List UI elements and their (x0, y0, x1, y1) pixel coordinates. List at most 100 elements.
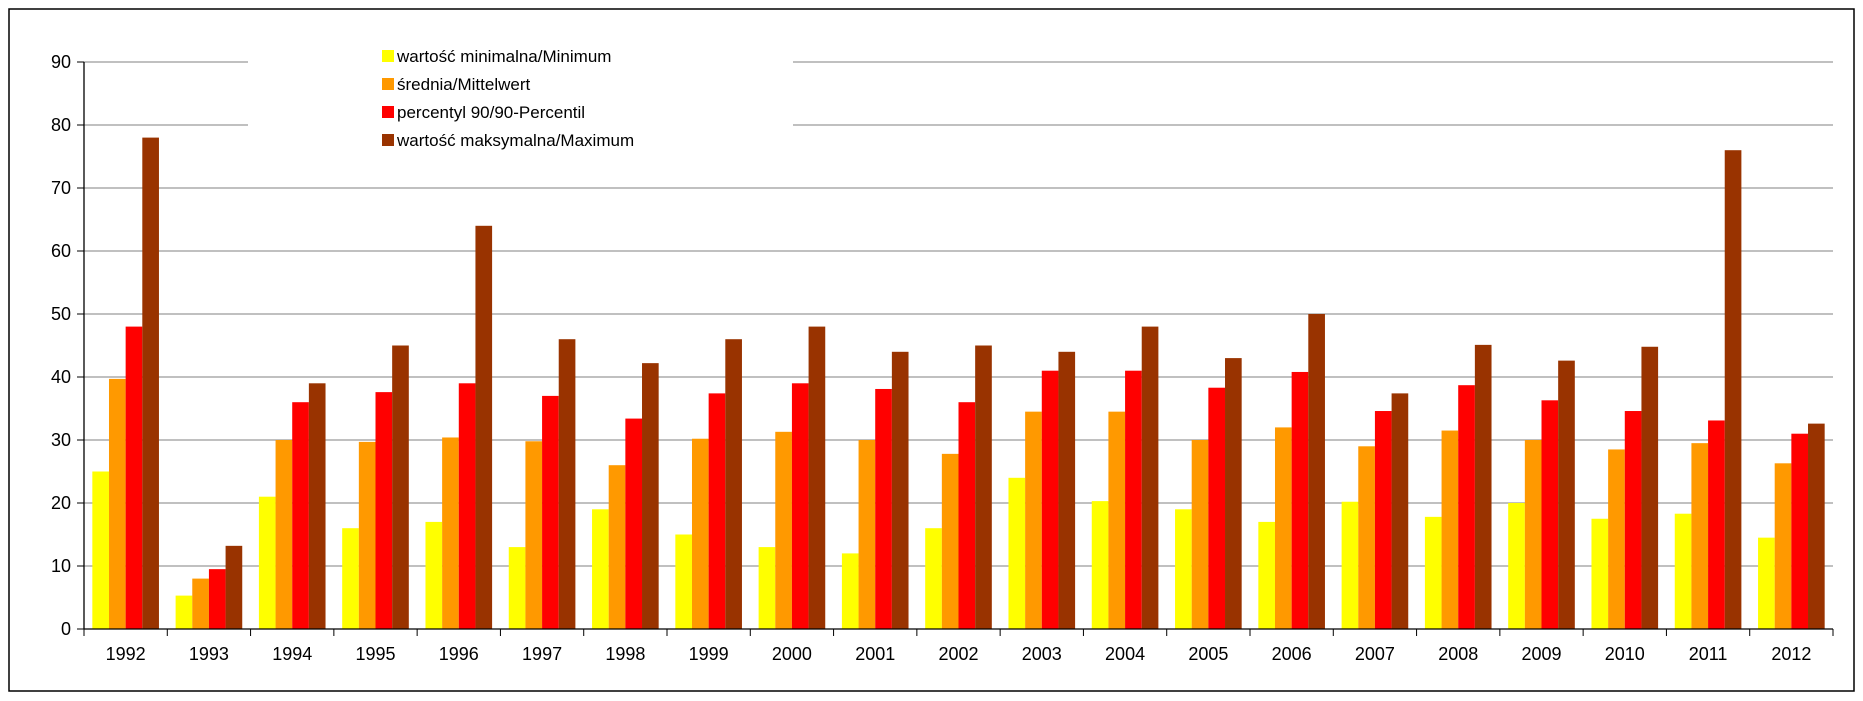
bar-2007-series-1 (1341, 501, 1359, 629)
bar-1994-series-3 (292, 402, 309, 629)
bar-2001-series-3 (875, 388, 892, 629)
bar-1994-series-2 (275, 440, 293, 629)
bar-2008-series-3 (1458, 385, 1475, 629)
x-tick-label: 1992 (106, 644, 146, 664)
bar-2001-series-2 (858, 440, 876, 629)
y-tick-label: 30 (51, 430, 71, 450)
y-tick-label: 20 (51, 493, 71, 513)
bar-2004-series-1 (1091, 501, 1109, 629)
x-tick-label: 1993 (189, 644, 229, 664)
legend: wartość minimalna/Minimum średnia/Mittelw… (248, 40, 793, 160)
bar-1998-series-1 (592, 509, 609, 629)
y-tick-label: 40 (51, 367, 71, 387)
bar-1997-series-4 (558, 339, 576, 629)
y-tick-label: 0 (61, 619, 71, 639)
bar-2009-series-1 (1508, 503, 1525, 629)
bar-2011-series-1 (1674, 513, 1692, 629)
bar-1992-series-3 (125, 326, 143, 629)
x-tick-label: 2005 (1188, 644, 1228, 664)
bar-2004-series-4 (1141, 326, 1159, 629)
bar-2006-series-3 (1291, 371, 1309, 629)
bar-2005-series-2 (1191, 440, 1209, 629)
y-tick-label: 70 (51, 178, 71, 198)
legend-swatch (382, 50, 394, 62)
x-tick-label: 2006 (1272, 644, 1312, 664)
y-tick-label: 50 (51, 304, 71, 324)
bar-2009-series-4 (1558, 360, 1575, 629)
x-tick-label: 2008 (1438, 644, 1478, 664)
bar-1992-series-2 (108, 378, 126, 629)
bar-1999-series-1 (675, 534, 692, 629)
y-tick-label: 80 (51, 115, 71, 135)
bar-2003-series-2 (1025, 411, 1042, 629)
bar-2005-series-4 (1225, 358, 1242, 629)
bar-2000-series-2 (775, 431, 792, 629)
bar-2007-series-3 (1374, 411, 1392, 629)
bar-2006-series-1 (1258, 521, 1275, 629)
bar-2009-series-3 (1541, 400, 1559, 629)
bar-1993-series-3 (208, 569, 226, 629)
x-tick-label: 1994 (272, 644, 312, 664)
bar-2010-series-3 (1624, 411, 1642, 629)
y-tick-label: 90 (51, 52, 71, 72)
bar-2004-series-2 (1108, 411, 1126, 629)
bar-2009-series-2 (1524, 440, 1542, 629)
x-tick-label: 2007 (1355, 644, 1395, 664)
x-tick-label: 2000 (772, 644, 812, 664)
x-tick-label: 2012 (1771, 644, 1811, 664)
y-tick-label: 10 (51, 556, 71, 576)
bar-1993-series-1 (175, 595, 193, 629)
legend-swatch (382, 134, 394, 146)
bar-1996-series-4 (475, 225, 493, 630)
bar-1996-series-2 (442, 437, 459, 629)
x-tick-label: 2002 (938, 644, 978, 664)
legend-swatch (382, 78, 394, 90)
x-tick-label: 1996 (439, 644, 479, 664)
x-tick-label: 1999 (689, 644, 729, 664)
bar-2007-series-4 (1391, 393, 1409, 629)
bar-1993-series-4 (225, 545, 243, 629)
bar-1999-series-3 (708, 393, 726, 629)
bar-1998-series-2 (608, 465, 626, 629)
x-tick-label: 2001 (855, 644, 895, 664)
x-tick-label: 2009 (1521, 644, 1561, 664)
bar-2012-series-2 (1774, 463, 1792, 629)
bar-2010-series-1 (1591, 518, 1609, 629)
bar-2007-series-2 (1358, 446, 1375, 629)
bar-2012-series-4 (1808, 423, 1825, 629)
bar-2012-series-3 (1791, 433, 1809, 629)
bar-1992-series-1 (92, 471, 109, 629)
x-tick-label: 2004 (1105, 644, 1145, 664)
bar-2006-series-2 (1274, 427, 1292, 629)
bar-1995-series-3 (375, 392, 393, 629)
x-axis-tick-labels: 1992 1993 1994 1995 1996 1997 1998 1999 2000 2001… (106, 644, 1812, 664)
bar-1996-series-1 (425, 521, 443, 629)
bar-1999-series-2 (691, 438, 709, 629)
bar-1992-series-4 (142, 137, 159, 629)
y-tick-label: 60 (51, 241, 71, 261)
bar-2000-series-1 (758, 547, 776, 629)
legend-label: wartość maksymalna/Maximum (396, 131, 634, 150)
legend-label: percentyl 90/90-Percentil (397, 103, 585, 122)
bar-2001-series-4 (891, 351, 909, 629)
x-tick-label: 1997 (522, 644, 562, 664)
x-tick-label: 2011 (1689, 644, 1728, 664)
bar-2011-series-3 (1708, 420, 1725, 629)
bar-1995-series-4 (392, 345, 409, 629)
bar-2010-series-4 (1641, 346, 1659, 629)
x-tick-label: 2003 (1022, 644, 1062, 664)
bar-1998-series-4 (642, 363, 659, 629)
bar-2003-series-3 (1041, 370, 1059, 629)
bar-1997-series-2 (525, 441, 543, 629)
legend-label: wartość minimalna/Minimum (396, 47, 611, 66)
bar-2003-series-4 (1058, 351, 1076, 629)
bar-2002-series-1 (925, 528, 942, 629)
x-tick-label: 1998 (605, 644, 645, 664)
bar-1994-series-1 (258, 496, 276, 629)
x-tick-label: 1995 (355, 644, 395, 664)
bar-1995-series-2 (358, 441, 376, 629)
legend-swatch (382, 106, 394, 118)
bar-2000-series-4 (808, 326, 826, 629)
